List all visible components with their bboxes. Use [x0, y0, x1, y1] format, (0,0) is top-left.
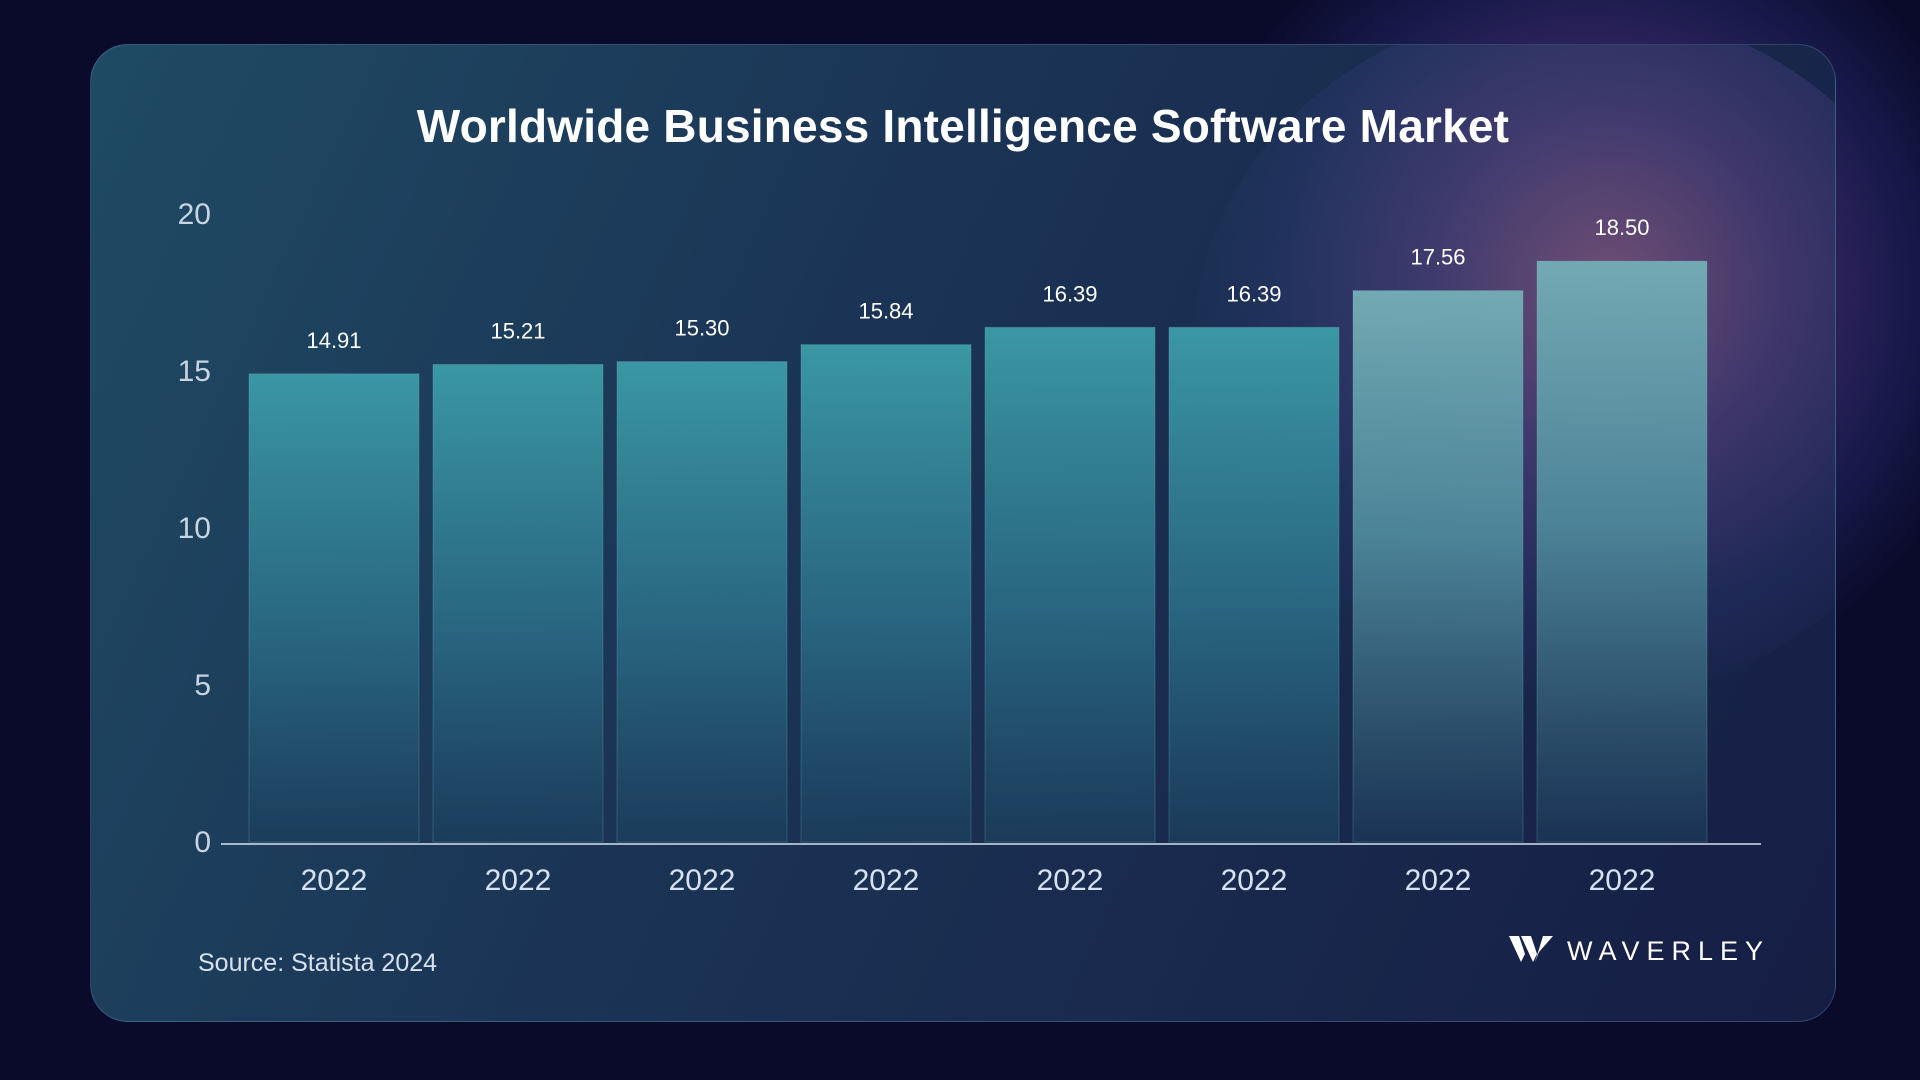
bar [984, 326, 1156, 843]
brand-name: WAVERLEY [1567, 935, 1771, 966]
bar-value-label: 14.91 [306, 328, 361, 353]
bar-value-label: 18.50 [1594, 215, 1649, 240]
x-tick-label: 2022 [853, 864, 920, 897]
bar [432, 363, 604, 843]
y-tick-label: 10 [178, 512, 211, 545]
bar [800, 344, 972, 843]
y-axis: 0 5 10 15 20 [178, 198, 211, 859]
x-tick-label: 2022 [1589, 864, 1656, 897]
bars-group [248, 260, 1708, 843]
bar-value-label: 15.30 [674, 316, 729, 341]
x-tick-label: 2022 [301, 864, 368, 897]
data-labels-group: 14.91 15.21 15.30 15.84 16.39 16.39 17.56 18.50 [306, 215, 1649, 353]
bar-value-label: 17.56 [1410, 245, 1465, 270]
bar [1536, 260, 1708, 843]
bar [1352, 290, 1524, 843]
y-tick-label: 20 [178, 198, 211, 231]
y-tick-label: 15 [178, 355, 211, 388]
x-tick-label: 2022 [1037, 864, 1104, 897]
bar [248, 373, 420, 843]
x-tick-label: 2022 [1405, 864, 1472, 897]
brand-logo: WAVERLEY [1509, 931, 1770, 971]
y-tick-label: 0 [194, 826, 211, 859]
chart-title: Worldwide Business Intelligence Software… [416, 100, 1510, 152]
bar-value-label: 16.39 [1226, 281, 1281, 306]
bar [1168, 326, 1340, 843]
x-tick-label: 2022 [669, 864, 736, 897]
y-tick-label: 5 [194, 669, 211, 702]
bar-value-label: 15.21 [490, 318, 545, 343]
x-axis: 2022 2022 2022 2022 2022 2022 2022 2022 [221, 843, 1761, 897]
source-note: Source: Statista 2024 [198, 949, 438, 977]
x-tick-label: 2022 [485, 864, 552, 897]
bar-value-label: 15.84 [858, 299, 913, 324]
chart-card: Worldwide Business Intelligence Software… [90, 44, 1836, 1022]
x-tick-label: 2022 [1221, 864, 1288, 897]
bar [616, 361, 788, 843]
bar-value-label: 16.39 [1042, 281, 1097, 306]
waverley-w-logo-icon [1509, 934, 1553, 969]
